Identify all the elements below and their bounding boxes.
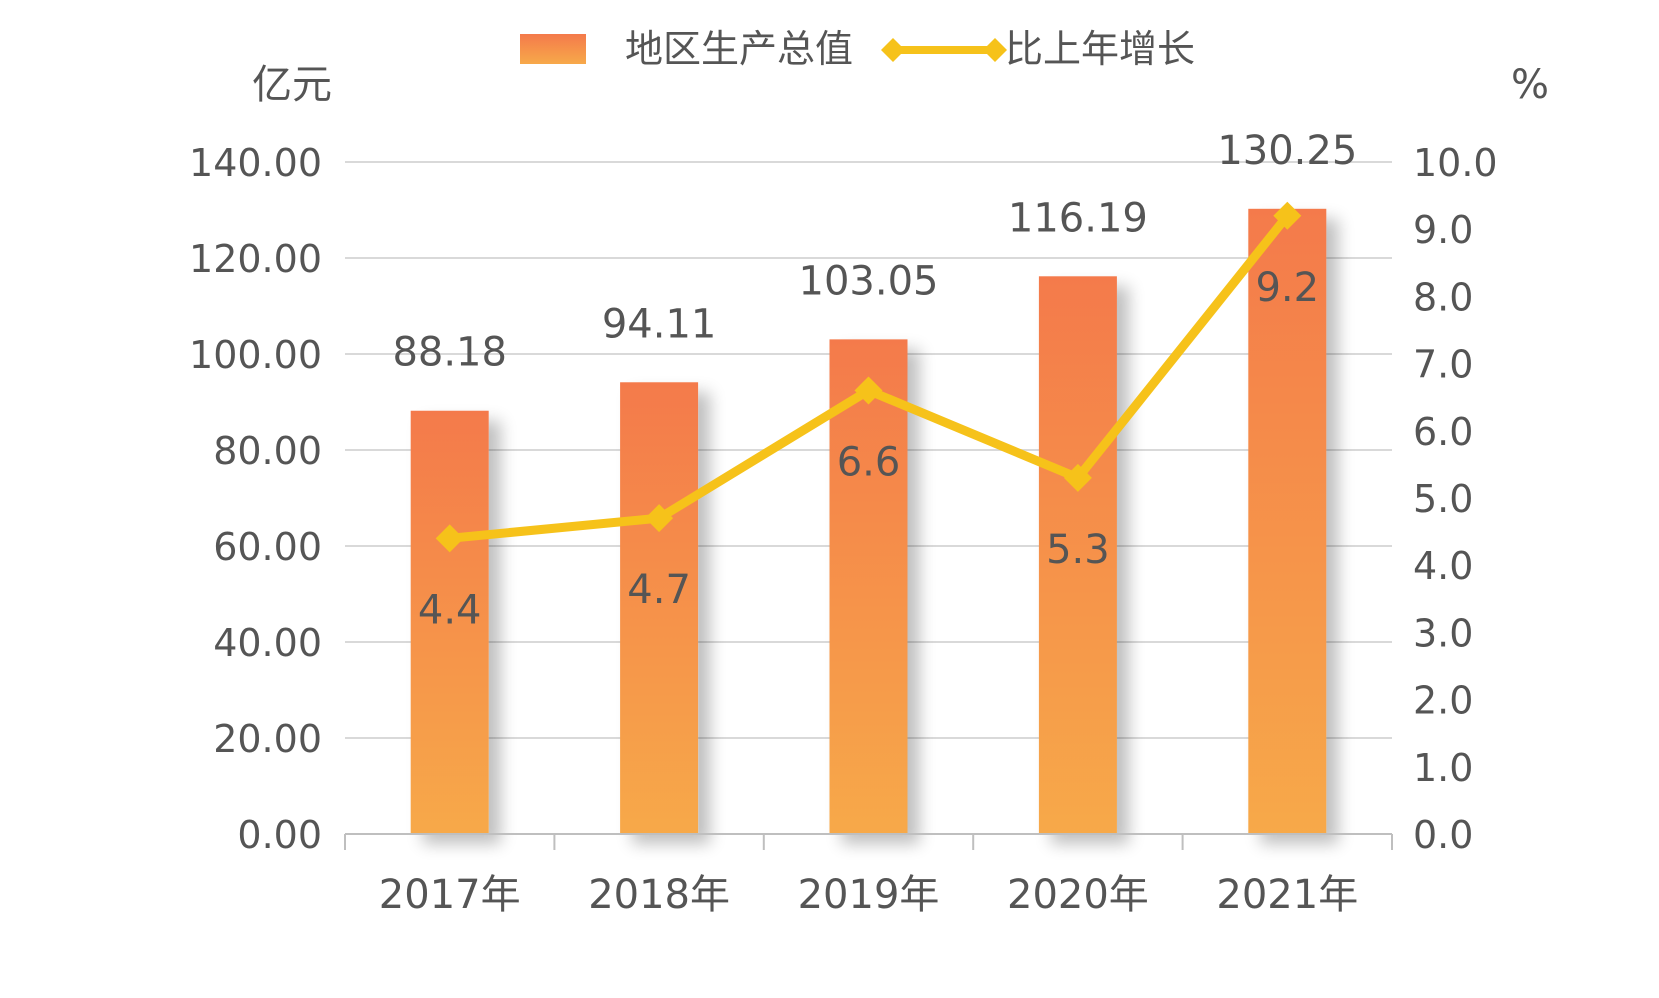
- x-tick-label: 2021年: [1216, 872, 1358, 918]
- bar: [410, 410, 489, 834]
- line-value-label: 6.6: [837, 439, 901, 485]
- line-value-labels: 4.4 4.7 6.6 5.3 9.2: [418, 265, 1319, 634]
- legend-label-bars: 地区生产总值: [625, 27, 853, 71]
- bar-series: [410, 208, 1327, 835]
- legend-item-line[interactable]: 比上年增长: [881, 27, 1195, 71]
- bar-value-label: 116.19: [1008, 195, 1148, 241]
- bar-value-label: 130.25: [1217, 128, 1357, 174]
- bar: [1248, 208, 1327, 835]
- line-point: [1063, 463, 1092, 492]
- right-tick-label: 5.0: [1413, 477, 1473, 521]
- left-tick-label: 40.00: [213, 621, 322, 665]
- right-tick-label: 7.0: [1413, 343, 1473, 387]
- legend-marker-line-right: [983, 38, 1007, 62]
- right-tick-label: 4.0: [1413, 544, 1473, 588]
- legend-item-bars[interactable]: 地区生产总值: [520, 27, 853, 71]
- bar-value-label: 94.11: [602, 301, 717, 347]
- right-tick-label: 3.0: [1413, 611, 1473, 655]
- line-point: [645, 504, 674, 533]
- left-axis-ticks: 0.00 20.00 40.00 60.00 80.00 100.00 120.00 140.…: [189, 141, 322, 857]
- right-axis-ticks: 0.0 1.0 2.0 3.0 4.0 5.0 6.0 7.0 8.0 9.0 10.0: [1413, 141, 1498, 857]
- right-tick-label: 8.0: [1413, 275, 1473, 319]
- left-tick-label: 20.00: [213, 717, 322, 761]
- bar-value-labels: 88.18 94.11 103.05 116.19 130.25: [392, 128, 1357, 376]
- legend: 地区生产总值 比上年增长: [520, 27, 1195, 71]
- left-tick-label: 140.00: [189, 141, 322, 185]
- legend-swatch-bars: [520, 34, 586, 64]
- x-tick-label: 2018年: [588, 872, 730, 918]
- line-value-label: 9.2: [1255, 265, 1319, 311]
- x-tick-label: 2019年: [798, 872, 940, 918]
- line-value-label: 4.7: [627, 567, 691, 613]
- bar-value-label: 88.18: [392, 330, 507, 376]
- left-tick-label: 80.00: [213, 429, 322, 473]
- bar-value-label: 103.05: [799, 258, 939, 304]
- left-tick-label: 60.00: [213, 525, 322, 569]
- legend-marker-line-left: [881, 38, 905, 62]
- bar: [829, 339, 908, 834]
- left-tick-label: 120.00: [189, 237, 322, 281]
- legend-label-line: 比上年增长: [1005, 27, 1195, 71]
- line-point: [1273, 201, 1302, 230]
- right-tick-label: 10.0: [1413, 141, 1498, 185]
- right-tick-label: 9.0: [1413, 208, 1473, 252]
- x-tick-label: 2017年: [379, 872, 521, 918]
- right-tick-label: 2.0: [1413, 679, 1473, 723]
- right-tick-label: 0.0: [1413, 813, 1473, 857]
- right-tick-label: 6.0: [1413, 410, 1473, 454]
- line-series: [435, 201, 1302, 553]
- right-tick-label: 1.0: [1413, 746, 1473, 790]
- bar: [620, 382, 699, 834]
- left-tick-label: 0.00: [237, 813, 322, 857]
- x-tick-label: 2020年: [1007, 872, 1149, 918]
- line-point: [854, 376, 883, 405]
- bar: [1038, 276, 1117, 835]
- left-axis-unit: 亿元: [252, 62, 332, 108]
- x-axis: 2017年 2018年 2019年 2020年 2021年: [344, 833, 1393, 918]
- line-value-label: 4.4: [418, 587, 482, 633]
- line-point: [435, 524, 464, 553]
- left-tick-label: 100.00: [189, 333, 322, 377]
- line-value-label: 5.3: [1046, 527, 1110, 573]
- right-axis-unit: %: [1511, 62, 1549, 108]
